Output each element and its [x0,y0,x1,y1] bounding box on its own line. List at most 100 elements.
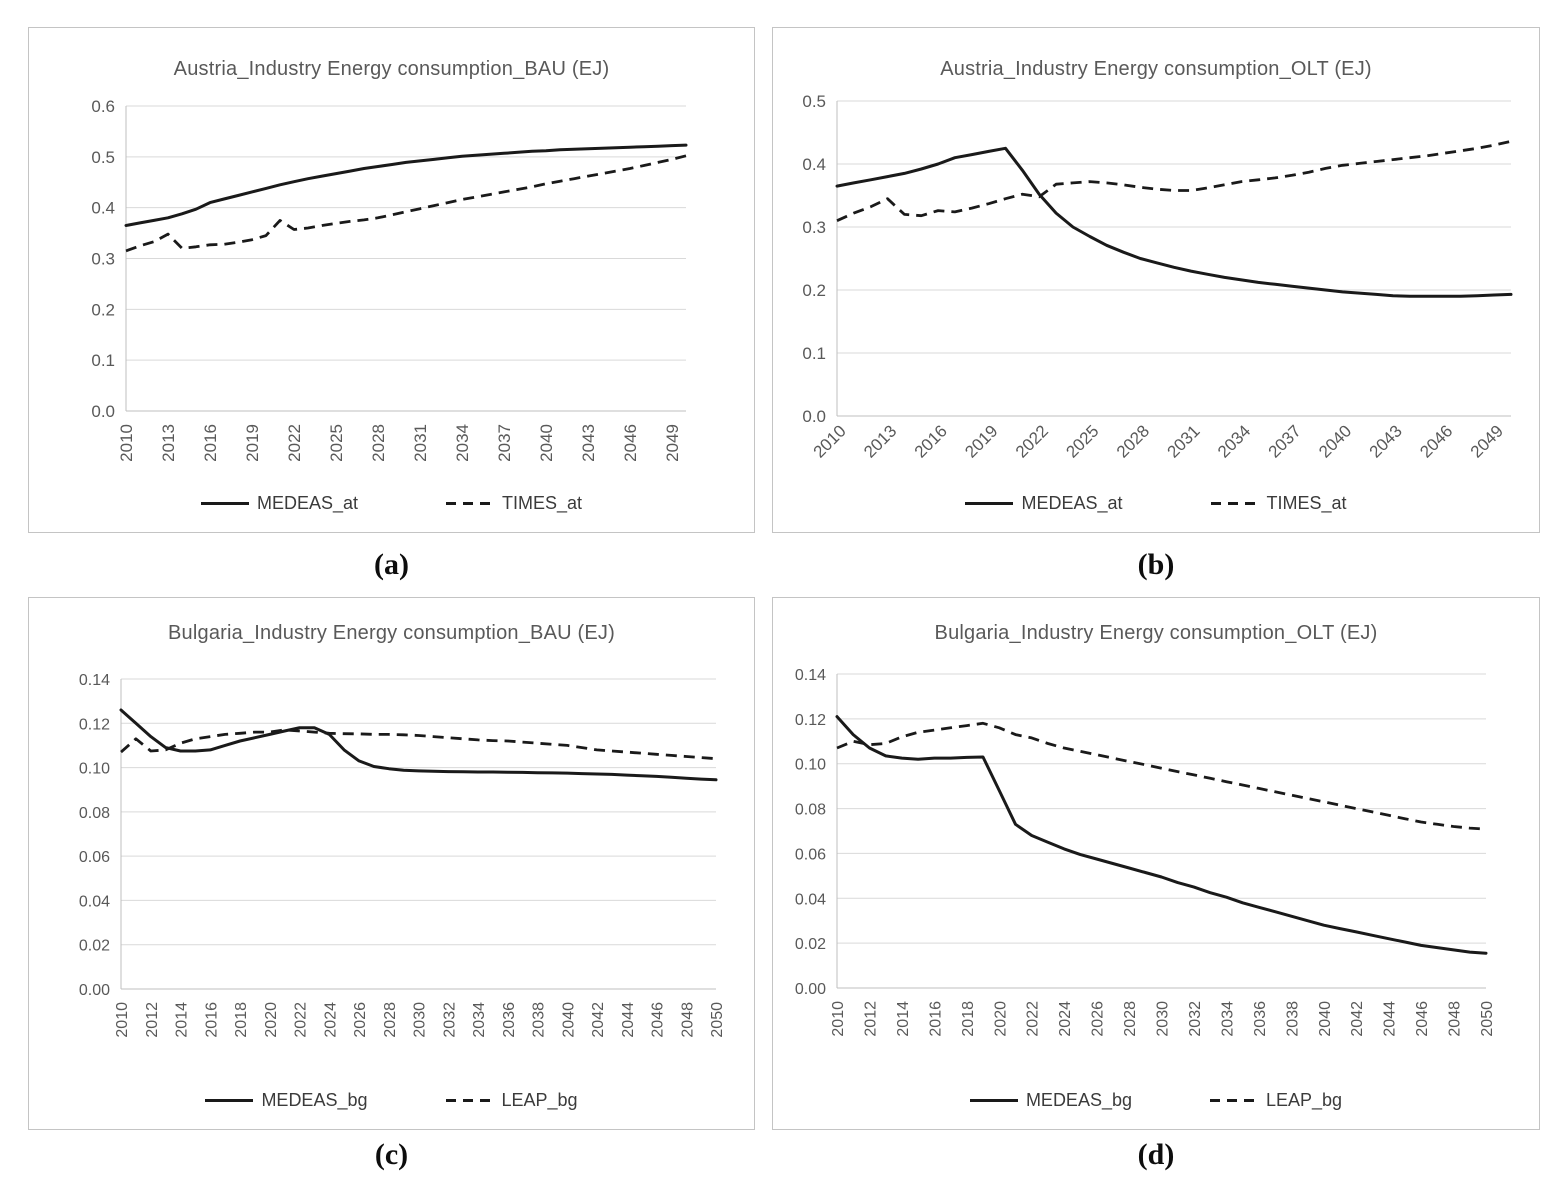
svg-text:2044: 2044 [1382,1001,1399,1037]
svg-text:2022: 2022 [1025,1001,1042,1037]
caption-d: (d) [1137,1138,1175,1171]
svg-text:2040: 2040 [1317,1001,1334,1037]
solid-line-sample [969,1099,1018,1102]
svg-text:2016: 2016 [203,1002,220,1038]
svg-text:0.10: 0.10 [79,761,110,778]
line-chart-c: 0.00 0.02 0.04 0.06 0.08 0.10 0.12 0.14 2010 2012… [79,672,726,1038]
svg-text:2049: 2049 [663,424,682,462]
chart-panel-b: Austria_Industry Energy consumption_OLT … [772,27,1540,533]
svg-text:2019: 2019 [243,424,262,462]
svg-text:2024: 2024 [1057,1001,1074,1037]
svg-text:2048: 2048 [679,1002,696,1038]
svg-text:2049: 2049 [1467,421,1507,461]
svg-text:0.0: 0.0 [91,402,115,421]
dashed-line-sample [1210,1099,1258,1102]
chart-panel-c: Bulgaria_Industry Energy consumption_BAU… [28,597,755,1130]
svg-text:2032: 2032 [1187,1001,1204,1037]
svg-text:2048: 2048 [1447,1001,1464,1037]
svg-text:2034: 2034 [471,1002,488,1038]
svg-text:2046: 2046 [1414,1001,1431,1037]
svg-text:0.0: 0.0 [802,407,826,426]
svg-text:2010: 2010 [830,1001,847,1037]
svg-text:2037: 2037 [1265,421,1305,461]
svg-text:2022: 2022 [285,424,304,462]
svg-text:0.6: 0.6 [91,97,115,116]
svg-text:2025: 2025 [327,424,346,462]
svg-text:2044: 2044 [620,1002,637,1038]
svg-text:2016: 2016 [911,421,951,461]
svg-text:2034: 2034 [1219,1001,1236,1037]
svg-text:2038: 2038 [1284,1001,1301,1037]
legend-item-medeas: MEDEAS_at [200,493,358,514]
dashed-line-sample [446,502,494,505]
svg-text:0.14: 0.14 [795,667,826,684]
legend-label: MEDEAS_at [1021,493,1123,513]
svg-text:2028: 2028 [369,424,388,462]
legend-label: LEAP_bg [501,1090,578,1110]
chart-panel-a: Austria_Industry Energy consumption_BAU … [28,27,755,533]
svg-text:2036: 2036 [1252,1001,1269,1037]
svg-text:2042: 2042 [1349,1001,1366,1037]
svg-text:2046: 2046 [650,1002,667,1038]
legend-label: MEDEAS_bg [1025,1090,1132,1110]
legend-label: TIMES_at [1266,493,1347,513]
legend-item-times: TIMES_at [446,493,582,514]
chart-title-a: Austria_Industry Energy consumption_BAU … [173,58,610,80]
svg-text:2012: 2012 [862,1001,879,1037]
caption-b: (b) [1137,548,1175,581]
svg-text:0.06: 0.06 [795,846,826,863]
svg-text:0.1: 0.1 [91,351,115,370]
dashed-line-sample [445,1099,494,1102]
svg-text:2036: 2036 [501,1002,518,1038]
svg-text:0.4: 0.4 [802,155,826,174]
svg-text:2014: 2014 [895,1001,912,1037]
solid-line-sample [965,502,1014,505]
svg-text:2010: 2010 [114,1002,131,1038]
svg-text:2034: 2034 [1214,421,1254,461]
svg-text:2016: 2016 [201,424,220,462]
svg-text:2016: 2016 [927,1001,944,1037]
svg-text:2043: 2043 [1366,421,1406,461]
svg-text:2037: 2037 [495,424,514,462]
legend-item-leap: LEAP_bg [445,1090,578,1111]
svg-text:2032: 2032 [441,1002,458,1038]
svg-text:0.00: 0.00 [795,981,826,998]
svg-text:0.2: 0.2 [802,281,826,300]
svg-text:2028: 2028 [382,1002,399,1038]
legend-label: TIMES_at [502,493,583,513]
svg-text:2040: 2040 [560,1002,577,1038]
svg-text:0.5: 0.5 [802,92,826,111]
svg-text:2046: 2046 [1416,421,1456,461]
svg-text:2010: 2010 [117,424,136,462]
svg-text:0.00: 0.00 [79,982,110,999]
chart-legend-b: MEDEAS_at TIMES_at [773,493,1539,514]
svg-text:0.02: 0.02 [795,936,826,953]
svg-text:2026: 2026 [1090,1001,1107,1037]
svg-text:2031: 2031 [411,424,430,462]
svg-text:0.12: 0.12 [79,716,110,733]
legend-label: MEDEAS_bg [261,1090,368,1110]
svg-text:2040: 2040 [1315,421,1355,461]
svg-text:0.4: 0.4 [91,199,115,218]
svg-text:0.3: 0.3 [91,250,115,269]
chart-title-b: Austria_Industry Energy consumption_OLT … [940,58,1372,80]
svg-text:2030: 2030 [412,1002,429,1038]
svg-text:0.06: 0.06 [79,849,110,866]
svg-text:2022: 2022 [293,1002,310,1038]
legend-item-medeas: MEDEAS_at [965,493,1123,514]
legend-item-medeas: MEDEAS_bg [205,1090,368,1111]
svg-text:2028: 2028 [1122,1001,1139,1037]
svg-text:2010: 2010 [810,421,850,461]
svg-text:2022: 2022 [1012,421,1052,461]
svg-text:0.08: 0.08 [79,805,110,822]
chart-legend-d: MEDEAS_bg LEAP_bg [773,1090,1539,1111]
svg-text:2013: 2013 [860,421,900,461]
svg-text:2020: 2020 [263,1002,280,1038]
svg-text:2020: 2020 [992,1001,1009,1037]
svg-text:0.3: 0.3 [802,218,826,237]
svg-text:2012: 2012 [144,1002,161,1038]
legend-item-times: TIMES_at [1210,493,1347,514]
legend-item-leap: LEAP_bg [1210,1090,1342,1111]
svg-text:2040: 2040 [537,424,556,462]
